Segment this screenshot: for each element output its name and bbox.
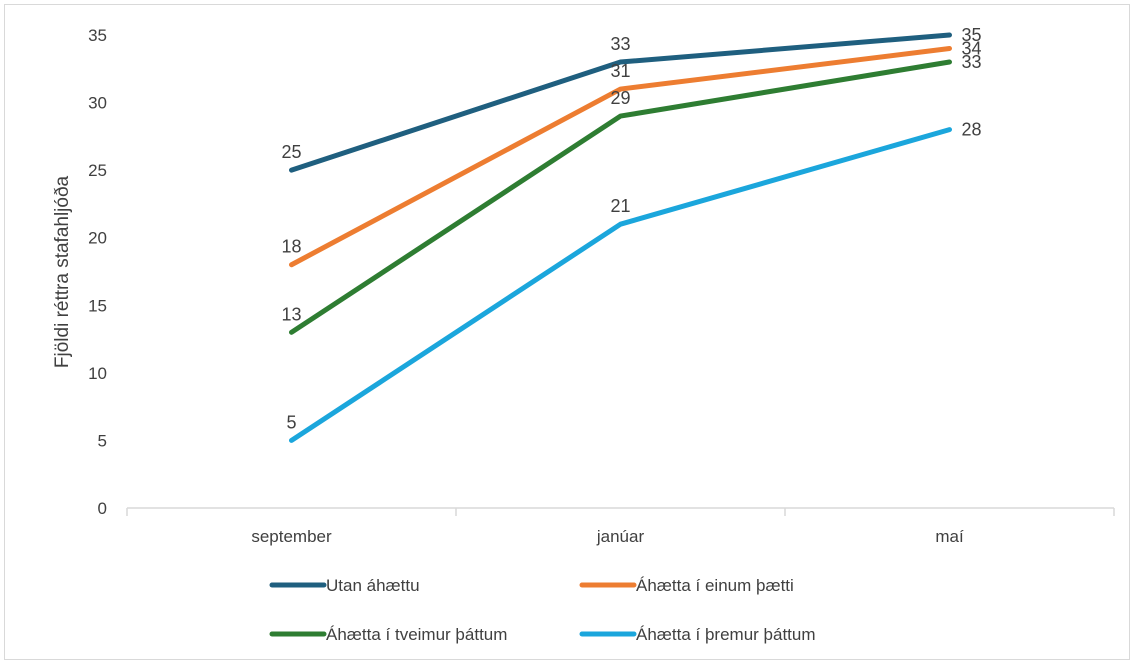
legend-item: Utan áhættu bbox=[269, 576, 420, 595]
data-label: 5 bbox=[286, 412, 296, 432]
y-tick-label: 10 bbox=[88, 364, 107, 383]
data-label: 34 bbox=[962, 39, 982, 59]
legend-label: Áhætta í tveimur þáttum bbox=[326, 625, 507, 644]
series-line bbox=[289, 32, 952, 173]
legend: Utan áhættu Áhætta í einum þætti Áhætta í … bbox=[269, 576, 816, 644]
data-label: 21 bbox=[610, 196, 630, 216]
data-labels: 25 33 35 18 31 34 13 29 33 5 21 28 bbox=[281, 25, 981, 432]
data-label: 35 bbox=[962, 25, 982, 45]
y-tick-label: 5 bbox=[98, 431, 107, 450]
y-tick-label: 0 bbox=[98, 499, 107, 518]
x-tick-label: september bbox=[251, 527, 332, 546]
legend-label: Áhætta í þremur þáttum bbox=[636, 625, 816, 644]
data-label: 33 bbox=[962, 52, 982, 72]
series-line bbox=[289, 46, 952, 268]
y-tick-label: 30 bbox=[88, 94, 107, 113]
data-label: 25 bbox=[281, 142, 301, 162]
x-tick-label: maí bbox=[935, 527, 964, 546]
legend-item: Áhætta í tveimur þáttum bbox=[269, 625, 507, 644]
x-tick-label: janúar bbox=[596, 527, 645, 546]
axes: 0 5 10 15 20 25 30 35 september janúar maí bbox=[88, 26, 1115, 546]
series-line bbox=[289, 59, 952, 335]
chart-frame bbox=[4, 4, 1130, 660]
series-layer bbox=[289, 32, 952, 443]
y-tick-label: 25 bbox=[88, 161, 107, 180]
y-tick-label: 20 bbox=[88, 229, 107, 248]
data-label: 18 bbox=[281, 237, 301, 257]
y-tick-label: 35 bbox=[88, 26, 107, 45]
legend-item: Áhætta í þremur þáttum bbox=[579, 625, 816, 644]
data-label: 29 bbox=[610, 88, 630, 108]
legend-label: Utan áhættu bbox=[326, 576, 420, 595]
data-label: 13 bbox=[281, 304, 301, 324]
series-line bbox=[289, 127, 952, 443]
data-label: 28 bbox=[962, 120, 982, 140]
data-label: 33 bbox=[610, 34, 630, 54]
legend-item: Áhætta í einum þætti bbox=[579, 576, 794, 595]
legend-label: Áhætta í einum þætti bbox=[636, 576, 794, 595]
y-axis-title: Fjöldi réttra stafahljóða bbox=[52, 175, 73, 368]
y-tick-label: 15 bbox=[88, 296, 107, 315]
data-label: 31 bbox=[610, 61, 630, 81]
